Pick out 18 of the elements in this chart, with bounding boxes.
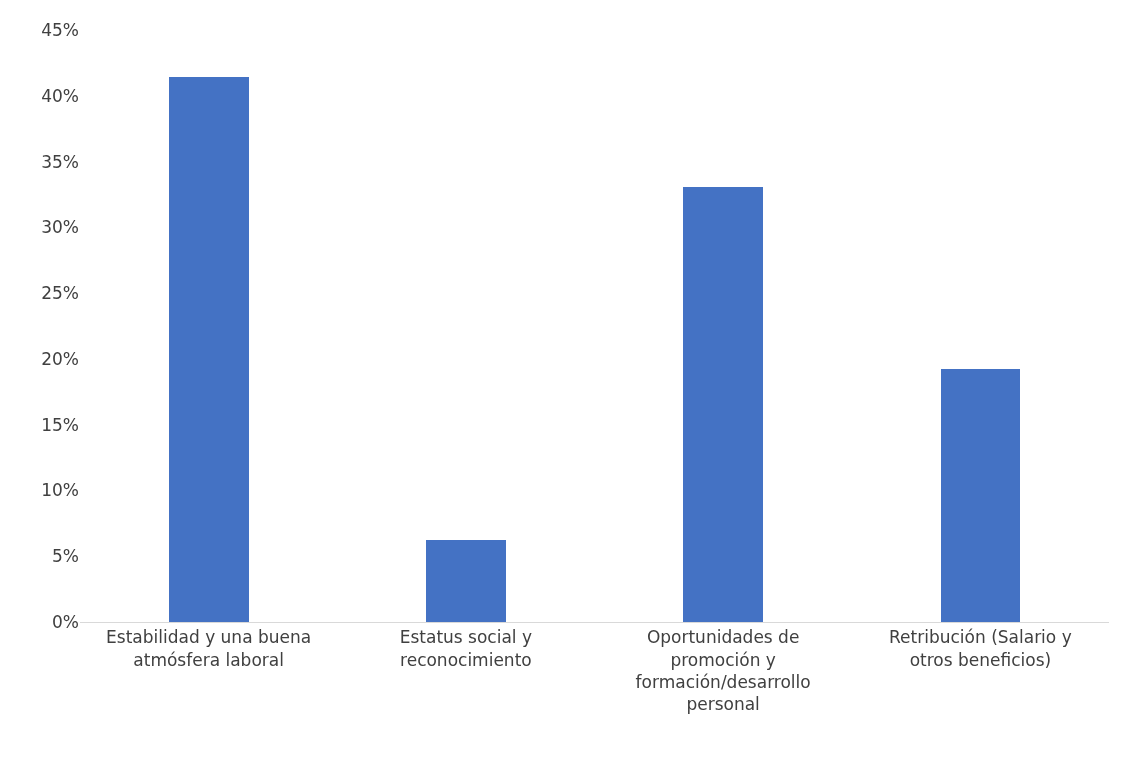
x-tick-label: Estabilidad y una buena atmósfera laboral	[106, 627, 312, 670]
x-tick-label: Retribución (Salario y otros beneficios)	[889, 627, 1072, 670]
y-tick-label: 20%	[41, 348, 79, 369]
y-tick-label: 30%	[41, 217, 79, 238]
y-tick-label: 0%	[52, 611, 79, 632]
y-tick-label: 35%	[41, 151, 79, 172]
y-tick-label: 5%	[52, 546, 79, 567]
x-tick-label: Oportunidades de promoción y formación/desarrollo personal	[635, 627, 811, 714]
y-tick-label: 10%	[41, 480, 79, 501]
bar	[426, 540, 506, 622]
y-tick-label: 25%	[41, 283, 79, 304]
y-tick-label: 40%	[41, 85, 79, 106]
bar	[683, 187, 763, 622]
bar	[169, 77, 249, 622]
x-tick-label: Estatus social y reconocimiento	[399, 627, 533, 670]
bar	[941, 369, 1020, 622]
y-tick-label: 15%	[41, 414, 79, 435]
y-tick-label: 45%	[41, 19, 79, 40]
